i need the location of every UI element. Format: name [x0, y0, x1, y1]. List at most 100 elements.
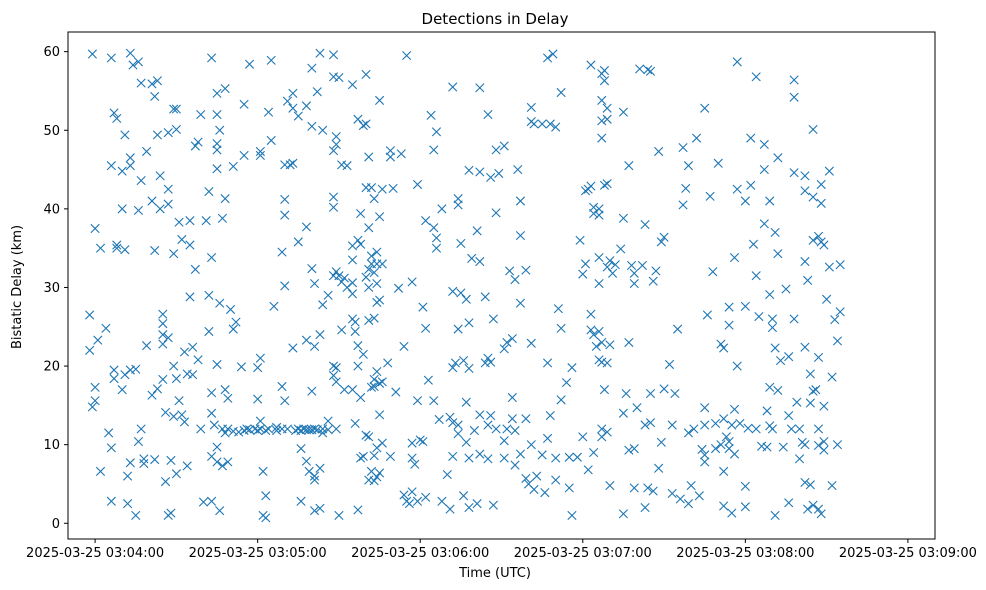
data-point [537, 119, 547, 129]
data-point [719, 466, 729, 476]
data-point [266, 135, 276, 146]
data-point [626, 260, 637, 271]
data-point [792, 397, 802, 407]
data-point [832, 336, 843, 346]
data-point [770, 227, 780, 238]
data-point [223, 457, 233, 467]
data-point [832, 440, 843, 450]
data-point [288, 158, 298, 168]
data-point [754, 311, 764, 322]
data-point [141, 146, 152, 157]
data-point [177, 234, 187, 245]
data-point [315, 463, 325, 473]
data-point [813, 424, 824, 434]
data-point [207, 408, 217, 418]
data-point [502, 337, 512, 348]
data-point [358, 349, 368, 359]
data-point [347, 289, 358, 299]
y-tick-label: 50 [43, 124, 60, 139]
data-point [621, 388, 631, 399]
data-point [645, 66, 656, 76]
data-point [220, 84, 230, 94]
data-point [407, 487, 417, 497]
data-point [551, 453, 561, 463]
data-point [640, 502, 650, 513]
data-point [431, 233, 442, 243]
data-point [301, 335, 312, 345]
data-point [759, 139, 769, 149]
data-point [789, 92, 799, 102]
data-point [808, 192, 818, 202]
data-point [209, 420, 219, 430]
data-point [464, 363, 474, 374]
data-point [683, 428, 694, 438]
data-point [811, 385, 821, 395]
data-point [277, 381, 287, 392]
data-point [678, 142, 688, 153]
data-point [694, 491, 704, 501]
data-point [789, 75, 799, 85]
data-point [656, 437, 666, 447]
data-point [488, 500, 498, 510]
data-point [261, 425, 271, 436]
data-point [545, 411, 555, 421]
data-point [261, 491, 271, 501]
data-point [155, 204, 165, 214]
data-point [391, 387, 401, 397]
data-point [691, 133, 702, 143]
data-point [827, 480, 837, 491]
data-point [767, 424, 778, 434]
data-point [334, 271, 344, 281]
data-point [618, 509, 629, 519]
data-point [293, 237, 303, 247]
data-point [597, 133, 607, 143]
data-point [784, 411, 794, 421]
data-point [150, 91, 160, 102]
data-point [95, 466, 106, 476]
data-point [732, 361, 742, 371]
data-point [288, 103, 298, 113]
data-point [339, 273, 349, 283]
data-point [491, 208, 501, 218]
data-point [215, 125, 225, 135]
data-point [526, 102, 536, 113]
data-point [374, 95, 385, 105]
data-point [228, 161, 238, 172]
data-point [483, 353, 493, 363]
data-point [450, 358, 461, 368]
data-point [353, 505, 363, 515]
data-point [616, 244, 626, 254]
data-point [266, 55, 276, 65]
data-point [277, 247, 287, 257]
data-point [239, 99, 249, 109]
data-point [196, 424, 206, 434]
data-point [816, 198, 826, 208]
data-point [540, 488, 550, 498]
data-point [358, 451, 368, 462]
data-point [412, 496, 423, 506]
data-point [724, 436, 734, 447]
data-point [667, 420, 677, 430]
data-point [732, 57, 742, 67]
data-point [255, 416, 265, 426]
data-point [605, 480, 615, 491]
x-tick-label: 2025-03-25 03:09:00 [839, 546, 977, 561]
data-point [369, 451, 379, 461]
data-point [421, 492, 431, 502]
data-point [369, 313, 379, 323]
data-point [182, 461, 192, 471]
data-point [347, 255, 358, 265]
data-point [169, 104, 179, 114]
data-point [486, 357, 496, 367]
data-point [323, 290, 333, 300]
data-point [193, 355, 203, 365]
data-point [564, 483, 574, 493]
data-point [526, 440, 536, 450]
data-point [499, 344, 509, 354]
data-point [656, 237, 666, 247]
data-point [372, 472, 382, 482]
data-point [160, 407, 171, 418]
data-point [136, 175, 146, 186]
data-point [163, 333, 173, 343]
data-point [507, 392, 517, 403]
